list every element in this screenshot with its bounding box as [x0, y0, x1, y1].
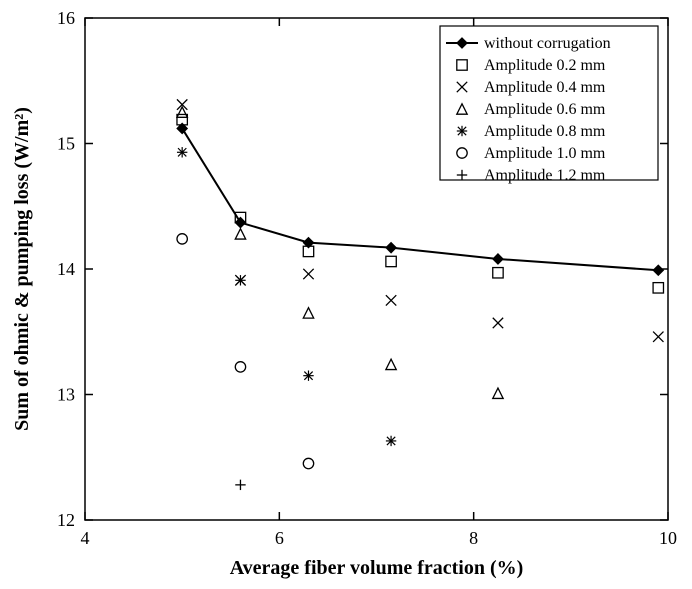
series-s5 — [177, 234, 314, 469]
y-tick-label: 14 — [57, 259, 75, 279]
x-tick-label: 10 — [659, 528, 677, 548]
legend: without corrugation Amplitude 0.2 mm Ampli… — [440, 26, 658, 184]
legend-label: Amplitude 0.2 mm — [484, 57, 606, 74]
x-axis-title: Average fiber volume fraction (%) — [230, 557, 524, 579]
x-tick-label: 8 — [469, 528, 478, 548]
y-axis-title: Sum of ohmic & pumping loss (W/m²) — [11, 107, 33, 431]
legend-label: Amplitude 0.4 mm — [484, 79, 606, 96]
legend-label: without corrugation — [484, 35, 611, 52]
y-tick-label: 12 — [57, 510, 75, 530]
y-tick-label: 16 — [57, 8, 75, 28]
legend-label: Amplitude 0.6 mm — [484, 101, 606, 118]
legend-label: Amplitude 1.2 mm — [484, 167, 606, 184]
loss-vs-fiber-chart: 4 6 8 10 12 13 14 15 16 Average fiber volume frac… — [0, 0, 692, 589]
legend-label: Amplitude 1.0 mm — [484, 145, 606, 162]
y-tick-label: 15 — [57, 134, 75, 154]
x-tick-label: 6 — [275, 528, 284, 548]
series-s4 — [177, 147, 396, 446]
x-tick-label: 4 — [81, 528, 90, 548]
series-s6 — [235, 480, 245, 490]
series-s3 — [177, 107, 503, 399]
legend-label: Amplitude 0.8 mm — [484, 123, 606, 140]
y-tick-label: 13 — [57, 385, 75, 405]
